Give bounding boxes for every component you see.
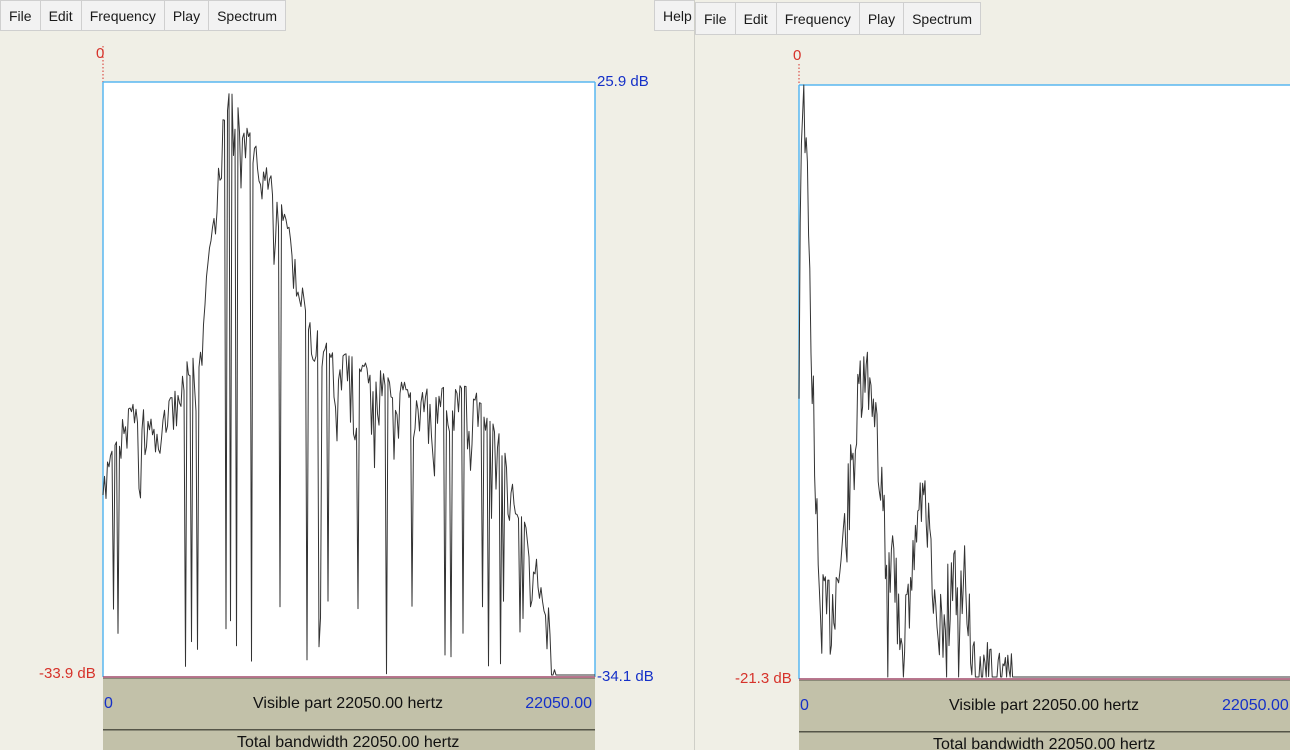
freq-min-label: 0 [800,697,809,714]
db-min-left-label: -33.9 dB [39,665,96,682]
spectrum-window-left: File Edit Frequency Play Spectrum Help 0… [0,0,694,750]
menu-file[interactable]: File [0,0,41,31]
spectrum-trace [798,84,1290,678]
menu-spectrum[interactable]: Spectrum [904,2,981,35]
db-min-right-label: -34.1 dB [597,668,654,685]
menu-file[interactable]: File [695,2,736,35]
db-min-left-label: -21.3 dB [735,670,792,687]
plot-area [799,85,1290,679]
visible-part-label: Visible part 22050.00 hertz [949,697,1140,714]
freq-max-label: 22050.00 [1222,697,1289,714]
visible-part-panel[interactable]: 0 Visible part 22050.00 hertz 22050.00 [103,678,595,730]
total-bandwidth-panel[interactable]: Total bandwidth 22050.00 hertz [103,730,595,750]
freq-max-label: 22050.00 [525,695,592,712]
menu-frequency[interactable]: Frequency [776,2,860,35]
menu-spectrum[interactable]: Spectrum [209,0,286,31]
menu-play[interactable]: Play [164,0,210,31]
spectrum-trace [102,93,595,676]
menu-help[interactable]: Help [654,0,694,31]
total-bandwidth-label: Total bandwidth 22050.00 hertz [933,736,1156,750]
menu-edit[interactable]: Edit [40,0,82,31]
menu-bar: File Edit Frequency Play Spectrum [695,2,981,35]
spectrum-plot[interactable] [0,0,694,750]
spectrum-plot[interactable] [695,0,1290,750]
cursor-label: 0 [96,45,105,62]
spectrum-window-right: File Edit Frequency Play Spectrum 0 -21.… [694,0,1290,750]
freq-min-label: 0 [104,695,113,712]
menu-bar: File Edit Frequency Play Spectrum [0,0,286,31]
visible-part-label: Visible part 22050.00 hertz [253,695,444,712]
visible-part-panel[interactable]: 0 Visible part 22050.00 hertz 22050.00 [799,680,1290,732]
menu-frequency[interactable]: Frequency [81,0,165,31]
menu-edit[interactable]: Edit [735,2,777,35]
total-bandwidth-label: Total bandwidth 22050.00 hertz [237,734,460,750]
cursor-label: 0 [793,47,802,64]
db-max-label: 25.9 dB [597,73,649,90]
plot-area [103,82,595,677]
total-bandwidth-panel[interactable]: Total bandwidth 22050.00 hertz [799,732,1290,750]
menu-play[interactable]: Play [859,2,905,35]
